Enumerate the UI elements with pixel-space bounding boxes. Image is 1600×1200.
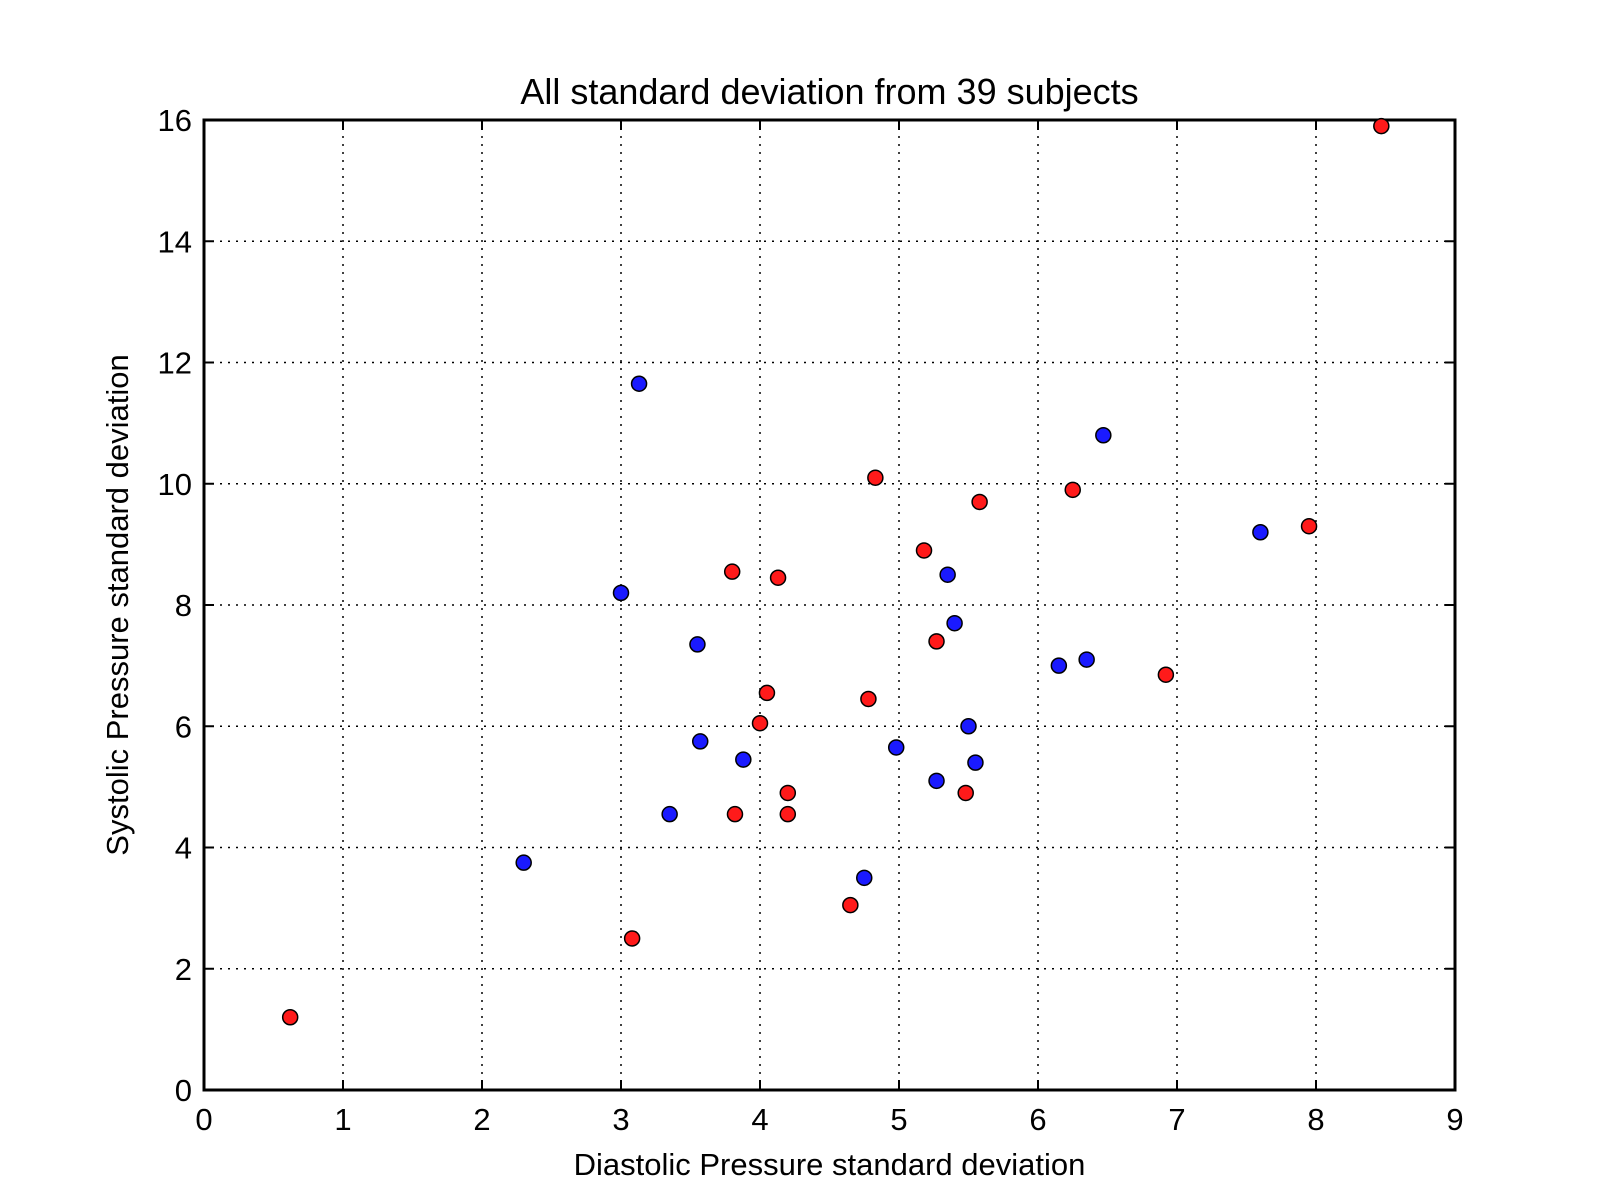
data-point <box>967 754 984 771</box>
data-point <box>960 718 977 735</box>
data-point <box>1300 517 1318 535</box>
x-tick-label: 7 <box>1168 1102 1185 1137</box>
data-point <box>928 633 945 650</box>
x-tick-label: 3 <box>612 1102 629 1137</box>
data-point <box>1157 666 1175 683</box>
x-tick-label: 4 <box>751 1102 768 1137</box>
data-point <box>691 733 709 750</box>
data-point <box>1252 524 1269 541</box>
x-tick-label: 6 <box>1029 1102 1046 1137</box>
x-tick-label: 1 <box>334 1102 351 1137</box>
data-point <box>1064 481 1081 499</box>
data-point <box>946 614 963 632</box>
y-tick-label: 0 <box>175 1073 192 1108</box>
data-point <box>1095 427 1112 444</box>
y-tick-label: 8 <box>175 588 192 623</box>
data-point <box>751 714 769 732</box>
data-point <box>726 805 744 823</box>
y-tick-label: 14 <box>158 224 192 259</box>
data-point <box>1078 651 1095 668</box>
x-tick-label: 9 <box>1446 1102 1463 1137</box>
data-point <box>842 896 859 914</box>
chart-title: All standard deviation from 39 subjects <box>520 71 1138 112</box>
data-point <box>928 772 945 790</box>
y-tick-label: 10 <box>158 467 192 502</box>
x-tick-label: 0 <box>195 1102 212 1137</box>
y-tick-label: 12 <box>158 346 192 381</box>
y-tick-label: 6 <box>175 709 192 744</box>
y-tick-label: 2 <box>175 952 192 987</box>
data-point <box>689 636 706 653</box>
x-tick-label: 8 <box>1307 1102 1324 1137</box>
data-point <box>735 751 752 768</box>
data-point <box>281 1009 299 1026</box>
data-point <box>612 584 630 602</box>
data-point <box>915 542 933 559</box>
data-point <box>1050 657 1068 674</box>
data-point <box>623 930 641 947</box>
x-tick-label: 2 <box>473 1102 490 1137</box>
data-point <box>769 569 787 586</box>
data-point <box>661 805 678 823</box>
x-tick-label: 5 <box>890 1102 907 1137</box>
data-point <box>860 690 877 708</box>
data-point <box>867 469 884 486</box>
y-axis-title: Systolic Pressure standard deviation <box>100 354 135 855</box>
x-axis-title: Diastolic Pressure standard deviation <box>574 1147 1086 1182</box>
data-point <box>887 739 905 756</box>
data-point <box>1373 117 1390 135</box>
axis-ticks <box>203 119 1456 1091</box>
grid <box>204 120 1455 1090</box>
data-point <box>957 784 974 802</box>
data-point <box>971 493 988 511</box>
y-tick-label: 4 <box>175 831 192 866</box>
data-points <box>281 117 1390 1026</box>
data-point <box>939 566 956 583</box>
data-point <box>723 563 741 580</box>
data-point <box>515 854 532 871</box>
data-point <box>779 805 797 823</box>
y-tick-label: 16 <box>158 103 192 138</box>
data-point <box>856 869 873 887</box>
data-point <box>779 784 797 802</box>
data-point <box>758 684 776 702</box>
data-point <box>630 375 648 392</box>
